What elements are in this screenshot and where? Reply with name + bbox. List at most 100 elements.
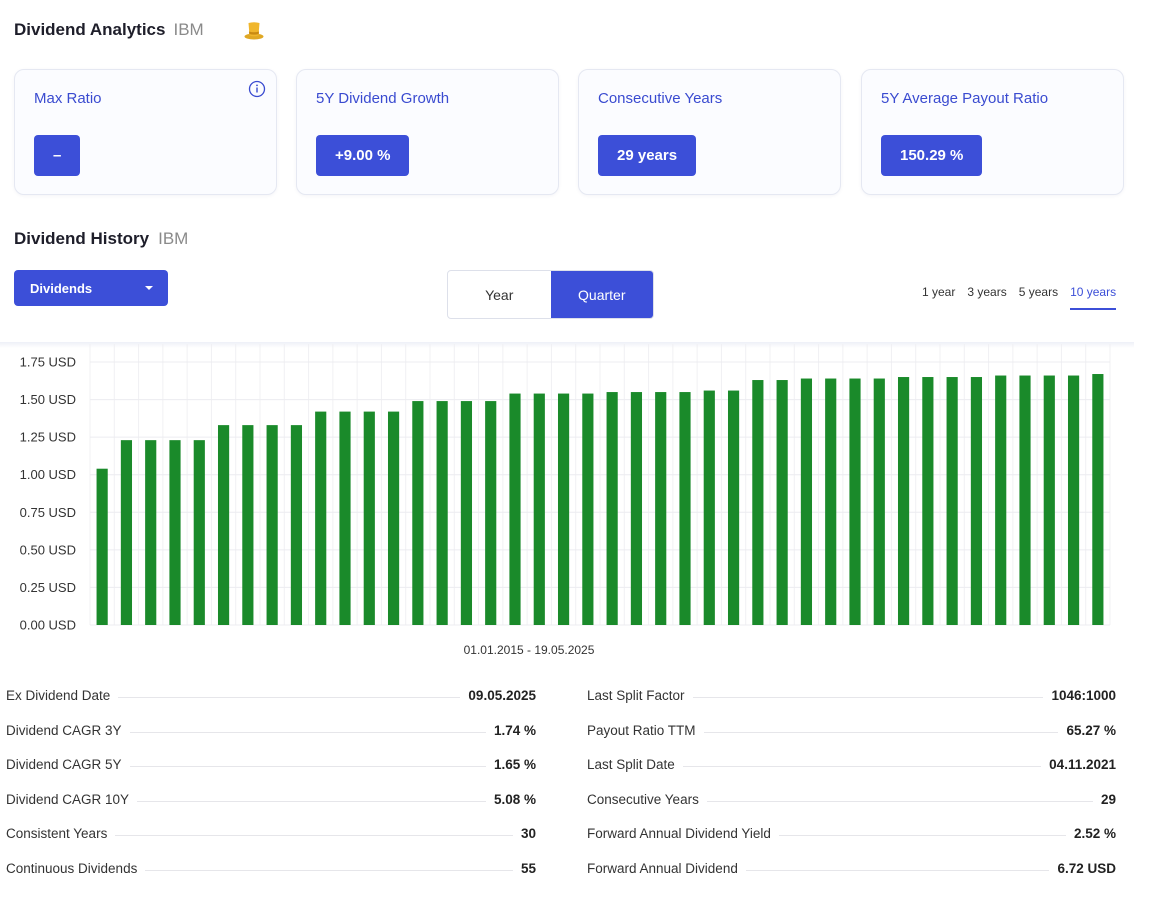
y-tick-label: 0.50 USD	[20, 542, 76, 557]
dividend-bar[interactable]	[290, 425, 303, 625]
dividend-bar[interactable]	[509, 393, 521, 625]
chevron-down-icon	[145, 286, 153, 290]
stat-label: Consistent Years	[6, 826, 108, 842]
dividend-bar[interactable]	[193, 440, 205, 625]
range-10-years[interactable]: 10 years	[1070, 285, 1117, 310]
dotted-leader	[137, 800, 486, 802]
period-toggle: Year Quarter	[447, 270, 654, 319]
dividend-bar[interactable]	[1019, 375, 1031, 625]
card-label: 5Y Average Payout Ratio	[881, 90, 1049, 107]
stat-value: 09.05.2025	[468, 688, 536, 703]
dividend-bar[interactable]	[387, 411, 400, 625]
stat-row: Dividend CAGR 10Y 5.08 %	[6, 792, 536, 827]
card-value: 29 years	[598, 135, 697, 176]
card-dividend-growth: 5Y Dividend Growth +9.00 %	[296, 69, 559, 195]
dotted-leader	[778, 835, 1066, 837]
dividend-bar[interactable]	[557, 393, 570, 625]
stat-row: Ex Dividend Date 09.05.2025	[6, 688, 536, 723]
dividend-bar[interactable]	[922, 377, 934, 625]
dividend-bar[interactable]	[1043, 375, 1055, 625]
dividend-bar[interactable]	[363, 411, 375, 625]
summary-cards: Max Ratio – 5Y Dividend Growth +9.00 % C…	[14, 69, 1124, 195]
card-value: –	[34, 135, 81, 176]
dividend-bar[interactable]	[679, 392, 691, 625]
dividend-bar[interactable]	[412, 401, 424, 625]
dividend-bar[interactable]	[460, 401, 473, 625]
dividend-chart: 0.00 USD 0.25 USD 0.50 USD 0.75 USD 1.00 USD…	[0, 340, 1156, 670]
y-tick-label: 1.00 USD	[20, 467, 76, 482]
dividend-bar[interactable]	[436, 401, 448, 625]
dotted-leader	[118, 697, 461, 698]
range-selector: 1 year 3 years 5 years 10 years	[922, 285, 1117, 310]
dividend-bar[interactable]	[582, 393, 594, 625]
dropdown-label: Dividends	[30, 280, 93, 296]
range-1-year[interactable]: 1 year	[922, 285, 956, 299]
card-value: +9.00 %	[316, 135, 410, 176]
dividend-bar[interactable]	[606, 392, 618, 625]
dividend-bar[interactable]	[703, 390, 715, 625]
dividend-bar[interactable]	[242, 425, 254, 625]
dividend-bar[interactable]	[315, 411, 327, 625]
stat-label: Continuous Dividends	[6, 860, 138, 876]
stat-label: Last Split Date	[587, 757, 675, 773]
stat-value: 6.72 USD	[1057, 860, 1116, 876]
chart-divider	[0, 342, 1134, 348]
dividend-bar[interactable]	[825, 378, 837, 625]
dividend-bar[interactable]	[96, 468, 108, 625]
dividend-bar[interactable]	[145, 440, 157, 625]
ticker-label: IBM	[158, 229, 189, 248]
dividend-bar[interactable]	[873, 378, 885, 625]
dividend-bar[interactable]	[630, 392, 643, 625]
dividend-bar[interactable]	[897, 377, 910, 625]
dotted-leader	[115, 835, 513, 837]
dotted-leader	[692, 697, 1044, 698]
stat-value: 30	[520, 826, 536, 842]
stat-label: Forward Annual Dividend	[587, 860, 738, 876]
section-title: Dividend History	[14, 229, 150, 248]
stat-value: 65.27 %	[1066, 722, 1116, 738]
stat-row: Dividend CAGR 3Y 1.74 %	[6, 723, 536, 758]
dividend-bar[interactable]	[946, 377, 958, 625]
stat-value: 29	[1100, 791, 1116, 807]
dividend-bar[interactable]	[217, 425, 230, 625]
page-title: Dividend Analytics	[14, 20, 166, 39]
info-icon[interactable]	[248, 80, 266, 98]
stat-label: Dividend CAGR 3Y	[6, 722, 122, 738]
range-3-years[interactable]: 3 years	[967, 285, 1007, 299]
dividend-bar[interactable]	[266, 425, 278, 625]
stat-label: Ex Dividend Date	[6, 688, 111, 703]
ticker-label: IBM	[173, 20, 204, 39]
stat-value: 1046:1000	[1051, 688, 1116, 703]
dotted-leader	[129, 766, 486, 768]
stat-label: Dividend CAGR 5Y	[6, 757, 122, 773]
dividend-bar[interactable]	[849, 378, 861, 625]
history-header: Dividend History IBM	[14, 229, 188, 249]
top-hat-icon	[244, 22, 264, 40]
card-label: Consecutive Years	[598, 90, 723, 107]
stat-value: 2.52 %	[1073, 826, 1116, 842]
toggle-year[interactable]: Year	[485, 286, 514, 303]
y-tick-label: 1.25 USD	[20, 430, 76, 445]
stat-value: 04.11.2021	[1049, 757, 1116, 773]
metric-dropdown[interactable]: Dividends	[14, 270, 168, 306]
dividend-bar[interactable]	[970, 377, 983, 625]
dividend-bar[interactable]	[120, 440, 133, 625]
stat-label: Consecutive Years	[587, 791, 699, 807]
dividend-bar[interactable]	[800, 378, 813, 625]
dividend-bar[interactable]	[995, 375, 1007, 625]
dividend-bar[interactable]	[655, 392, 667, 625]
dividend-bar[interactable]	[339, 411, 351, 625]
dotted-leader	[706, 800, 1093, 802]
dividend-bar[interactable]	[1067, 375, 1080, 625]
dividend-bar[interactable]	[1092, 374, 1104, 625]
toggle-quarter[interactable]: Quarter	[550, 271, 653, 318]
dividend-bar[interactable]	[485, 401, 497, 625]
dividend-bar[interactable]	[169, 440, 181, 625]
dividend-bar[interactable]	[533, 393, 545, 625]
dividend-bar[interactable]	[752, 380, 764, 625]
dividend-bar[interactable]	[727, 390, 740, 625]
dividend-bar[interactable]	[776, 380, 788, 625]
range-5-years[interactable]: 5 years	[1018, 285, 1059, 299]
stat-label: Payout Ratio TTM	[587, 722, 696, 738]
stat-row: Payout Ratio TTM 65.27 %	[587, 723, 1116, 758]
